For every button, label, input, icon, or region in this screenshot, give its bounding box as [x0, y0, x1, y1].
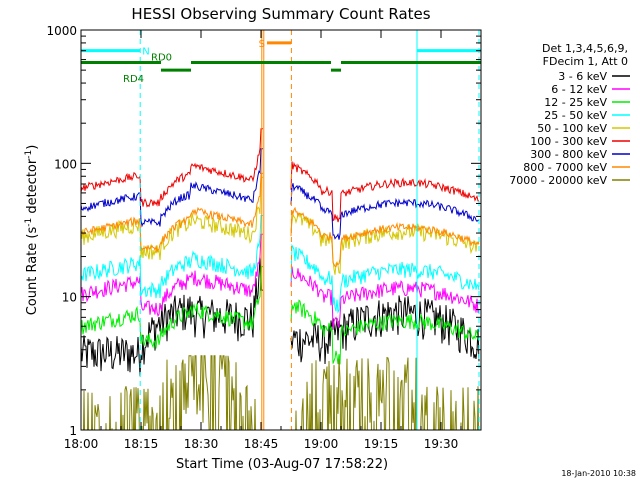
legend-entry-label: 25 - 50 keV — [544, 109, 607, 122]
chart-title: HESSI Observing Summary Count Rates — [131, 5, 430, 23]
legend-header-1: Det 1,3,4,5,6,9, — [542, 42, 628, 55]
flag-label-rd4: RD4 — [123, 74, 144, 85]
legend-entry-label: 800 - 7000 keV — [523, 161, 607, 174]
series-line-800-7000-kev — [81, 172, 480, 268]
generation-timestamp: 18-Jan-2010 10:38 — [561, 469, 636, 478]
series-line-12-25-kev — [81, 266, 479, 365]
y-tick-label: 1000 — [46, 24, 77, 38]
series-line-100-300-kev — [81, 128, 480, 223]
flag-label-s: S — [259, 39, 265, 50]
series-line-25-50-kev — [81, 215, 480, 314]
y-axis-label: Count Rate (s-1 detector-1) — [24, 145, 40, 316]
series-line-6-12-kev — [81, 233, 480, 330]
legend: Det 1,3,4,5,6,9, FDecim 1, Att 0 3 - 6 k… — [509, 42, 630, 187]
y-tick-label: 100 — [54, 157, 77, 171]
flag-label-n: N — [142, 47, 149, 58]
legend-entry-label: 50 - 100 keV — [537, 122, 607, 135]
legend-entry-label: 7000 - 20000 keV — [509, 174, 607, 187]
y-tick-label: 1 — [69, 424, 77, 438]
legend-header-2: FDecim 1, Att 0 — [543, 55, 628, 68]
y-tick-label: 10 — [62, 291, 77, 305]
plot-frame — [80, 29, 482, 431]
x-tick-label: 18:30 — [184, 437, 219, 451]
x-tick-label: 18:45 — [244, 437, 279, 451]
legend-entry-label: 100 - 300 keV — [530, 135, 607, 148]
flag-label-rd0: RD0 — [151, 53, 172, 64]
x-tick-label: 18:00 — [64, 437, 99, 451]
legend-entry-label: 300 - 800 keV — [530, 148, 607, 161]
x-tick-label: 19:00 — [304, 437, 339, 451]
x-tick-label: 19:30 — [424, 437, 459, 451]
x-tick-label: 19:15 — [364, 437, 399, 451]
legend-entry-label: 3 - 6 keV — [558, 70, 607, 83]
series-line-300-800-kev — [81, 148, 480, 240]
series-line-7000-20000-kev — [83, 355, 480, 430]
x-axis-label: Start Time (03-Aug-07 17:58:22) — [176, 457, 388, 472]
x-tick-label: 18:15 — [124, 437, 159, 451]
legend-entry-label: 12 - 25 keV — [544, 96, 607, 109]
legend-entry-label: 6 - 12 keV — [551, 83, 607, 96]
